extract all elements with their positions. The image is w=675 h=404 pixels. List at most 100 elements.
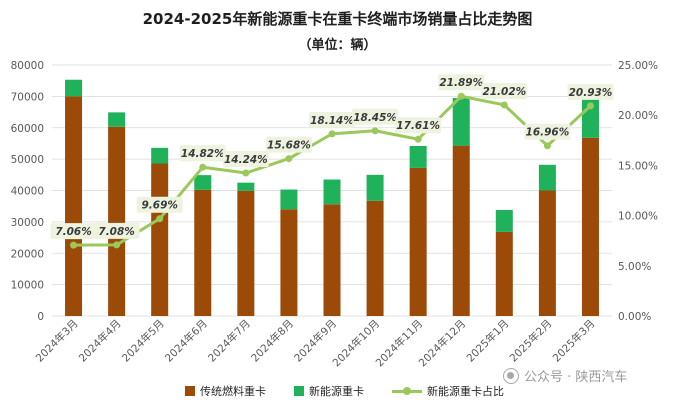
data-label-bg bbox=[352, 108, 399, 125]
bar-traditional bbox=[323, 204, 341, 316]
x-category-label: 2024年3月 bbox=[33, 317, 81, 365]
legend-swatch-new-energy bbox=[294, 386, 304, 396]
data-label-bg bbox=[93, 222, 140, 239]
line-share-point bbox=[199, 163, 207, 171]
bar-traditional bbox=[581, 137, 599, 316]
y-right-tick-label: 0.00% bbox=[618, 311, 651, 323]
chart-subtitle: （单位：辆） bbox=[298, 38, 377, 53]
line-share-point bbox=[371, 127, 379, 135]
line-share-point bbox=[500, 101, 508, 109]
data-label: 20.93% bbox=[569, 87, 613, 99]
bar-traditional bbox=[452, 145, 470, 316]
y-left-tick-label: 30000 bbox=[11, 217, 44, 229]
bar-new-energy bbox=[237, 182, 255, 191]
y-left-tick-label: 80000 bbox=[11, 60, 44, 72]
line-share-point bbox=[70, 241, 78, 249]
bar-new-energy bbox=[65, 79, 83, 97]
bar-new-energy bbox=[151, 147, 169, 164]
bar-new-energy bbox=[366, 174, 384, 201]
legend-item-new-energy: 新能源重卡 bbox=[294, 383, 364, 399]
data-label: 17.61% bbox=[396, 120, 440, 132]
legend-item-share: 新能源重卡占比 bbox=[392, 383, 504, 399]
x-category-label: 2024年8月 bbox=[248, 317, 296, 365]
y-left-tick-label: 40000 bbox=[11, 186, 44, 198]
watermark-text: 公众号 · 陕西汽车 bbox=[524, 370, 628, 385]
bar-new-energy bbox=[495, 209, 513, 232]
bar-traditional bbox=[65, 96, 83, 316]
data-label: 14.24% bbox=[224, 154, 268, 166]
bar-traditional bbox=[366, 200, 384, 316]
bar-new-energy bbox=[452, 97, 470, 146]
data-label: 14.82% bbox=[181, 148, 225, 160]
line-share-point bbox=[328, 130, 336, 138]
data-label: 16.96% bbox=[526, 127, 570, 139]
data-label: 21.02% bbox=[482, 86, 526, 98]
y-left-tick-label: 0 bbox=[37, 311, 44, 323]
x-category-label: 2024年7月 bbox=[205, 317, 253, 365]
data-label-bg bbox=[265, 136, 312, 153]
bar-traditional bbox=[538, 190, 556, 316]
x-category-label: 2024年6月 bbox=[162, 317, 210, 365]
bar-traditional bbox=[151, 163, 169, 316]
data-label-bg bbox=[136, 196, 183, 213]
y-left-tick-label: 10000 bbox=[11, 280, 44, 292]
line-share-point bbox=[156, 215, 164, 223]
data-label-bg bbox=[309, 111, 355, 128]
line-share-point bbox=[242, 169, 250, 177]
y-right-tick-label: 10.00% bbox=[618, 211, 658, 223]
data-label: 7.08% bbox=[98, 226, 134, 238]
bar-new-energy bbox=[409, 145, 427, 168]
watermark: 公众号 · 陕西汽车 bbox=[503, 366, 627, 385]
x-category-label: 2025年1月 bbox=[464, 317, 512, 365]
legend-label-new-energy: 新能源重卡 bbox=[309, 385, 364, 398]
line-share-point bbox=[457, 92, 465, 100]
bar-new-energy bbox=[280, 189, 298, 210]
data-label: 15.68% bbox=[267, 140, 311, 152]
data-label-bg bbox=[395, 117, 442, 134]
legend-label-traditional: 传统燃料重卡 bbox=[200, 385, 266, 398]
y-left-tick-label: 20000 bbox=[11, 248, 44, 260]
y-right-tick-label: 25.00% bbox=[618, 60, 658, 72]
bar-traditional bbox=[495, 231, 513, 316]
line-share-point bbox=[543, 142, 551, 150]
data-label-bg bbox=[438, 74, 485, 91]
bar-traditional bbox=[194, 189, 212, 316]
line-share-point bbox=[285, 155, 293, 163]
bar-traditional bbox=[237, 190, 255, 316]
y-right-tick-label: 20.00% bbox=[618, 110, 658, 122]
line-share-point bbox=[414, 135, 422, 143]
y-left-tick-label: 60000 bbox=[11, 123, 44, 135]
chart-legend: 传统燃料重卡 新能源重卡 新能源重卡占比 bbox=[185, 383, 532, 399]
bar-new-energy bbox=[194, 175, 212, 190]
data-label-bg bbox=[50, 223, 97, 240]
wechat-icon bbox=[503, 367, 519, 384]
data-label: 18.14% bbox=[310, 115, 354, 127]
legend-label-share: 新能源重卡占比 bbox=[427, 385, 504, 398]
data-label: 21.89% bbox=[439, 77, 483, 89]
y-left-tick-label: 70000 bbox=[11, 91, 44, 103]
bar-new-energy bbox=[581, 90, 599, 138]
bar-traditional bbox=[409, 167, 427, 316]
line-share-point bbox=[113, 241, 121, 249]
data-label-bg bbox=[567, 83, 614, 100]
x-category-label: 2024年5月 bbox=[119, 317, 167, 365]
x-category-label: 2024年4月 bbox=[76, 317, 124, 365]
bar-traditional bbox=[280, 209, 298, 316]
data-label-bg bbox=[481, 82, 528, 99]
bar-new-energy bbox=[323, 179, 341, 205]
y-right-tick-label: 5.00% bbox=[618, 261, 651, 273]
y-left-tick-label: 50000 bbox=[11, 154, 44, 166]
data-label-bg bbox=[222, 151, 269, 168]
x-category-label: 2024年9月 bbox=[291, 317, 339, 365]
chart-title: 2024-2025年新能源重卡在重卡终端市场销量占比走势图 bbox=[142, 10, 533, 28]
bar-traditional bbox=[108, 126, 126, 316]
legend-swatch-traditional bbox=[185, 386, 195, 396]
y-right-tick-label: 15.00% bbox=[618, 160, 658, 172]
legend-swatch-share bbox=[392, 386, 422, 396]
line-share-point bbox=[586, 102, 594, 110]
data-label: 7.06% bbox=[55, 226, 91, 238]
data-label-bg bbox=[524, 123, 571, 140]
data-label-bg bbox=[179, 145, 226, 162]
data-label: 18.45% bbox=[353, 112, 397, 124]
